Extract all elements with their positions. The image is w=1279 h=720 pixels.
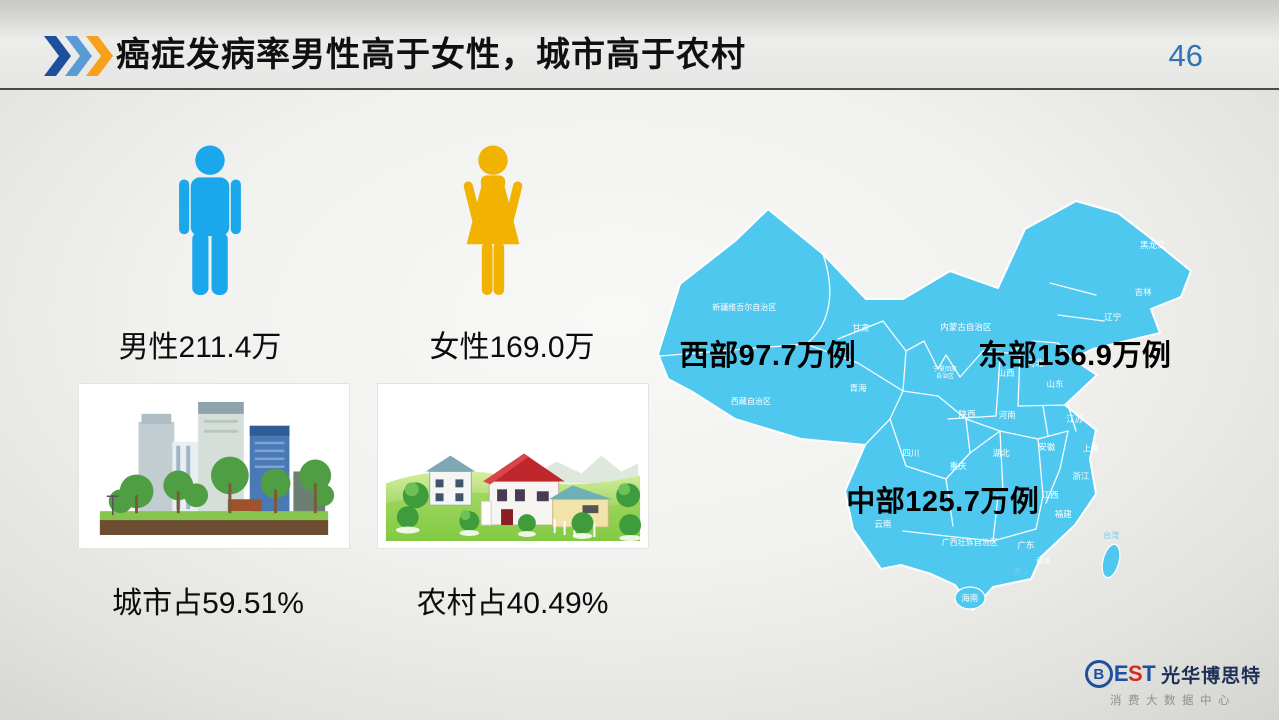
region-label-central: 中部125.7万例 bbox=[846, 486, 1040, 519]
region-label-east: 东部156.9万例 bbox=[978, 339, 1172, 372]
female-stat-label: 女性169.0万 bbox=[429, 331, 595, 364]
brand-badge-icon: B bbox=[1084, 660, 1113, 688]
countryside-illustration bbox=[377, 383, 649, 549]
female-figure-icon bbox=[463, 145, 523, 295]
slide-header: 癌症发病率男性高于女性，城市高于农村 46 bbox=[0, 0, 1279, 90]
brand-logo: B EST 光华博思特 bbox=[1083, 660, 1263, 688]
china-map-shape bbox=[657, 200, 1192, 611]
slide-title: 癌症发病率男性高于女性，城市高于农村 bbox=[116, 36, 746, 74]
brand-letters: EST bbox=[1113, 661, 1156, 686]
city-illustration bbox=[78, 383, 350, 549]
page-number: 46 bbox=[1168, 38, 1203, 73]
urban-stat-label: 城市占59.51% bbox=[112, 587, 304, 620]
male-stat-label: 男性211.4万 bbox=[118, 331, 282, 364]
brand-name-cn: 光华博思特 bbox=[1161, 665, 1262, 687]
region-label-west: 西部97.7万例 bbox=[679, 339, 857, 372]
brand-tagline: 消费大数据中心 bbox=[1110, 695, 1236, 707]
brand-footer: B EST 光华博思特 消费大数据中心 bbox=[1083, 660, 1263, 708]
male-figure-icon bbox=[179, 145, 241, 295]
rural-stat-label: 农村占40.49% bbox=[416, 587, 609, 620]
triple-chevron-icon bbox=[44, 36, 113, 76]
china-map: 新疆维吾尔自治区 甘肃 内蒙古自治区 黑龙江 吉林 辽宁 青海 西藏自治区 宁夏回族自治区 山西河… bbox=[648, 190, 1198, 622]
